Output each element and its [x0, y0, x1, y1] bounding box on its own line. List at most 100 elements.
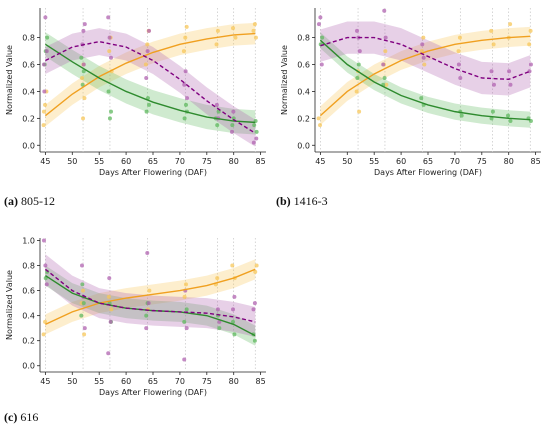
- data-point-orange: [81, 288, 86, 293]
- y-tick-label: 0.4: [22, 312, 35, 321]
- data-point-purple: [81, 28, 86, 33]
- x-axis-label: Days After Flowering (DAF): [99, 168, 207, 177]
- data-point-purple: [145, 49, 150, 54]
- data-point-orange: [43, 319, 48, 324]
- data-point-purple: [107, 276, 112, 281]
- fit-line-purple: [44, 268, 256, 323]
- data-point-green: [184, 307, 189, 312]
- data-point-purple: [229, 129, 234, 134]
- data-point-orange: [527, 42, 532, 47]
- fit-line-orange: [319, 35, 531, 117]
- data-point-orange: [528, 28, 533, 33]
- data-point-purple: [507, 69, 512, 74]
- caption-a-tag: (a): [4, 194, 18, 208]
- y-tick-label: 0.0: [22, 362, 35, 371]
- x-tick-label: 55: [94, 157, 104, 166]
- x-tick-label: 50: [67, 377, 77, 386]
- data-point-purple: [184, 326, 189, 331]
- data-point-green: [147, 102, 152, 107]
- data-point-green: [320, 35, 325, 40]
- data-point-purple: [44, 282, 49, 287]
- data-point-green: [231, 116, 236, 121]
- data-point-green: [80, 282, 85, 287]
- data-point-green: [79, 313, 84, 318]
- data-point-green: [144, 109, 149, 114]
- data-point-purple: [354, 28, 359, 33]
- data-point-green: [217, 326, 222, 331]
- data-point-green: [230, 123, 235, 128]
- data-point-green: [109, 109, 114, 114]
- y-tick-label: 0.4: [22, 87, 35, 96]
- data-point-orange: [81, 116, 86, 121]
- data-point-purple: [79, 263, 84, 268]
- data-point-purple: [43, 15, 48, 20]
- data-point-purple: [43, 263, 48, 268]
- data-point-green: [45, 35, 50, 40]
- fit-line-orange: [44, 32, 256, 117]
- x-tick-label: 70: [450, 157, 460, 166]
- x-tick-label: 85: [256, 377, 266, 386]
- y-tick-label: 0.8: [22, 262, 35, 271]
- data-point-orange: [109, 307, 114, 312]
- data-point-orange: [145, 42, 150, 47]
- data-point-purple: [420, 42, 425, 47]
- x-tick-label: 65: [148, 157, 158, 166]
- y-tick-label: 0.0: [297, 141, 310, 150]
- x-tick-label: 85: [531, 157, 541, 166]
- data-point-purple: [182, 82, 187, 87]
- x-tick-label: 50: [67, 157, 77, 166]
- data-point-orange: [41, 123, 46, 128]
- data-point-purple: [215, 307, 220, 312]
- x-axis-label: Days After Flowering (DAF): [374, 168, 482, 177]
- y-tick-label: 0.2: [22, 114, 35, 123]
- data-point-purple: [182, 357, 187, 362]
- x-tick-label: 50: [342, 157, 352, 166]
- data-point-purple: [82, 22, 87, 27]
- data-point-orange: [41, 332, 46, 337]
- data-point-orange: [181, 49, 186, 54]
- caption-c: (c) 616: [4, 410, 38, 425]
- data-point-orange: [252, 22, 257, 27]
- data-point-green: [215, 123, 220, 128]
- data-point-green: [419, 96, 424, 101]
- x-tick-label: 45: [40, 157, 50, 166]
- y-tick-label: 0.6: [22, 61, 35, 70]
- data-point-green: [356, 62, 361, 67]
- data-point-orange: [183, 35, 188, 40]
- data-point-orange: [233, 35, 238, 40]
- data-point-purple: [108, 319, 113, 324]
- data-point-orange: [214, 42, 219, 47]
- data-point-green: [183, 102, 188, 107]
- data-point-purple: [41, 62, 46, 67]
- caption-b-tag: (b): [276, 194, 291, 208]
- data-point-green: [232, 332, 237, 337]
- x-tick-label: 60: [396, 157, 406, 166]
- data-point-orange: [422, 62, 427, 67]
- data-point-orange: [383, 49, 388, 54]
- data-point-purple: [146, 301, 151, 306]
- y-tick-label: 1.0: [22, 237, 35, 246]
- data-point-orange: [421, 35, 426, 40]
- data-point-purple: [185, 96, 190, 101]
- data-point-orange: [215, 28, 220, 33]
- x-tick-label: 75: [202, 157, 212, 166]
- y-axis-label: Normalized Value: [280, 45, 289, 115]
- data-point-green: [80, 82, 85, 87]
- data-point-green: [459, 113, 464, 118]
- y-tick-label: 0.2: [297, 114, 310, 123]
- data-point-green: [490, 109, 495, 114]
- data-point-orange: [419, 49, 424, 54]
- data-point-purple: [254, 136, 259, 141]
- data-point-purple: [82, 326, 87, 331]
- data-point-purple: [456, 62, 461, 67]
- data-point-green: [106, 89, 111, 94]
- data-point-orange: [230, 263, 235, 268]
- data-point-orange: [316, 116, 321, 121]
- data-point-orange: [82, 96, 87, 101]
- x-tick-label: 85: [256, 157, 266, 166]
- data-point-green: [231, 319, 236, 324]
- fit-line-green: [319, 39, 531, 121]
- data-point-purple: [81, 62, 86, 67]
- y-tick-label: 0.6: [297, 61, 310, 70]
- data-point-purple: [144, 326, 149, 331]
